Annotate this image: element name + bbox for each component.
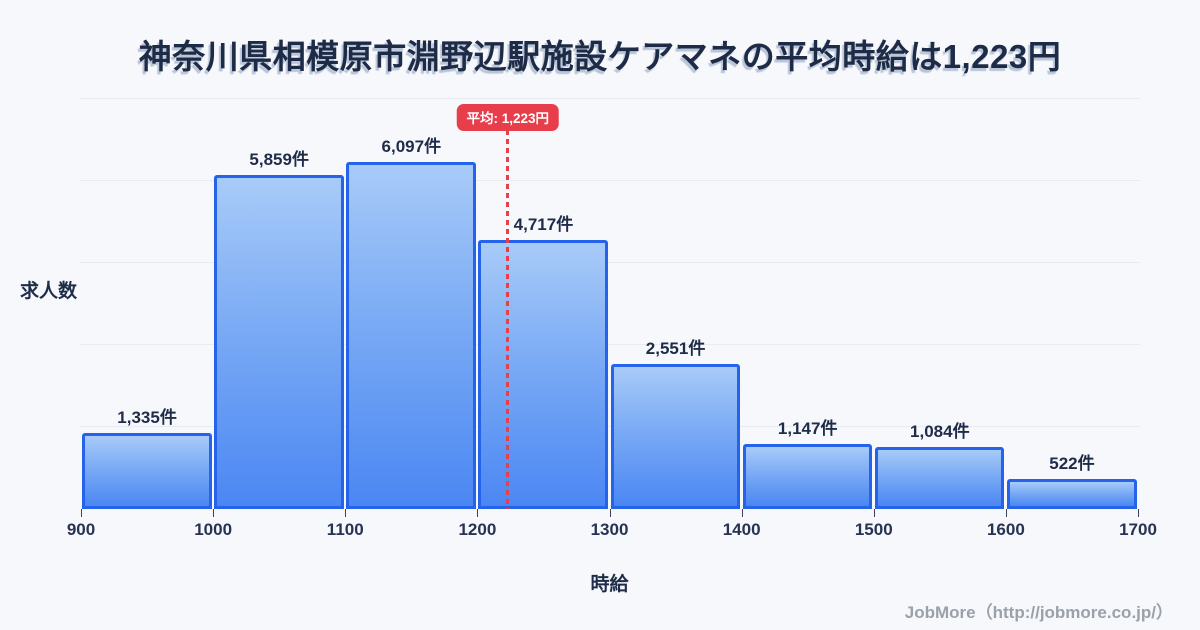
x-axis-tick-label: 1100 [326,520,364,539]
x-axis-tick-label: 1500 [854,520,893,539]
histogram-bar [214,175,344,509]
x-axis-tick [81,509,82,517]
average-dashed-line [506,130,510,509]
y-gridline [80,262,1140,263]
bar-value-label: 4,717件 [513,215,574,235]
x-axis-tick-label: 1000 [194,520,233,539]
histogram-bar [82,432,212,509]
x-axis-tick-label: 1700 [1119,520,1157,539]
footer-credit: JobMore（http://jobmore.co.jp/） [904,603,1173,622]
bar-value-label: 2,551件 [645,338,706,358]
histogram-bar [874,447,1005,509]
bar-value-label: 1,147件 [777,418,838,438]
x-axis-tick [1005,509,1007,517]
x-axis-tick-label: 900 [66,520,96,539]
page-title: 神奈川県相模原市淵野辺駅施設ケアマネの平均時給は1,223円 [138,38,1062,75]
y-axis-title: 求人数 [20,281,78,302]
x-axis-tick [213,509,215,517]
histogram-bar [610,363,741,509]
bar-value-label: 1,084件 [910,422,970,442]
average-value-badge: 平均: 1,223円 [456,104,560,131]
bar-value-label: 5,859件 [249,150,309,170]
bar-value-label: 1,335件 [117,407,177,427]
x-axis-tick [609,509,611,517]
y-gridline [80,426,1140,427]
histogram-plot-area: 1,335件 5,859件 6,097件 4,717件 2,551件 1,147件 1,08… [67,98,1157,539]
x-axis-tick-label: 1400 [722,520,761,539]
x-axis-title: 時給 [590,574,629,595]
x-axis-tick-label: 1300 [590,520,629,539]
histogram-bar [1006,479,1137,509]
x-axis-tick [741,509,743,517]
x-axis-tick-label: 1600 [986,520,1025,539]
bar-value-label: 6,097件 [381,136,442,156]
y-gridline [80,98,1140,99]
x-axis-tick-label: 1200 [458,520,497,539]
x-axis-tick [873,509,875,517]
x-axis-tick [477,509,479,517]
bar-value-label: 522件 [1049,454,1095,474]
histogram-bar [478,240,608,509]
histogram-bar [346,161,476,509]
histogram-bar [742,443,873,509]
y-gridline [80,344,1140,345]
x-axis-tick [1138,509,1139,517]
y-gridline [80,180,1140,181]
x-axis-tick [345,509,347,517]
